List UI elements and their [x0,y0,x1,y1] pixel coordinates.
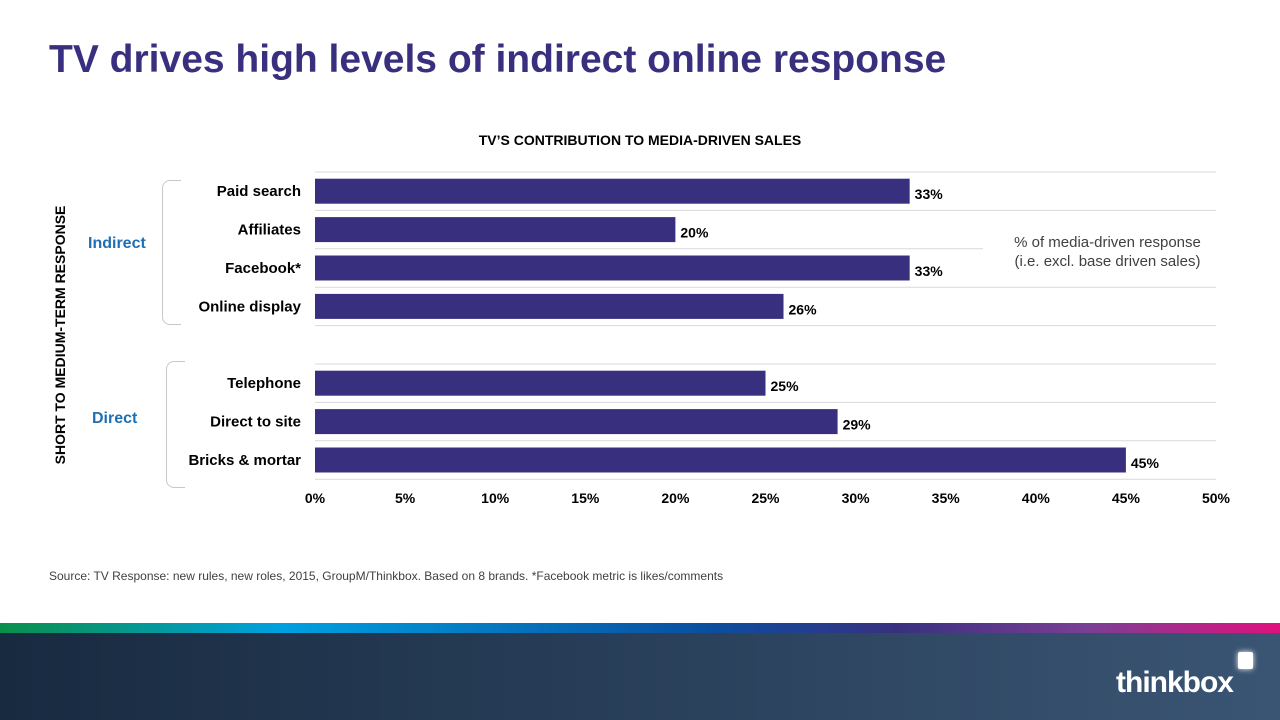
data-label: 33% [915,186,944,202]
category-label: Direct to site [210,414,301,431]
footer [0,633,1280,720]
direct-bracket [166,361,185,488]
note-line-1: % of media-driven response [1014,234,1201,251]
category-label: Telephone [227,375,301,392]
data-label: 20% [680,225,709,241]
x-tick-label: 40% [1022,490,1051,506]
group-label-indirect: Indirect [88,235,146,252]
data-label: 26% [789,301,818,317]
x-tick-label: 15% [571,490,600,506]
x-tick-label: 50% [1202,490,1231,506]
x-tick-label: 35% [932,490,961,506]
indirect-bracket [162,180,181,325]
x-tick-label: 10% [481,490,510,506]
group-label-direct: Direct [92,410,138,427]
source-note: Source: TV Response: new rules, new role… [49,569,724,583]
bar [315,178,910,204]
x-tick-label: 45% [1112,490,1141,506]
chart-note: % of media-driven response (i.e. excl. b… [985,233,1230,271]
chart-title: TV’S CONTRIBUTION TO MEDIA-DRIVEN SALES [478,132,802,148]
data-label: 33% [915,263,944,279]
logo-square-icon [1238,652,1253,669]
slide-title: TV drives high levels of indirect online… [49,38,947,81]
bar [315,447,1126,473]
thinkbox-logo: thinkbox [1116,666,1234,699]
data-label: 25% [771,378,800,394]
x-tick-label: 5% [395,490,416,506]
bar [315,255,910,281]
color-stripe [0,623,1280,633]
bar-chart: Paid search 33% Affiliates 20% Facebook* 33% O… [188,171,1231,506]
x-tick-label: 20% [661,490,690,506]
data-label: 29% [843,417,872,433]
x-tick-label: 0% [305,490,326,506]
x-tick-label: 25% [751,490,780,506]
note-line-2: (i.e. excl. base driven sales) [1014,253,1201,270]
bar [315,370,766,396]
category-label: Facebook* [225,260,301,277]
x-tick-label: 30% [842,490,871,506]
bar [315,409,838,435]
bar [315,293,784,319]
category-label: Online display [198,298,301,315]
category-label: Bricks & mortar [188,452,301,469]
bar [315,217,676,243]
data-label: 45% [1131,455,1160,471]
category-label: Paid search [217,183,301,200]
category-label: Affiliates [238,222,301,239]
